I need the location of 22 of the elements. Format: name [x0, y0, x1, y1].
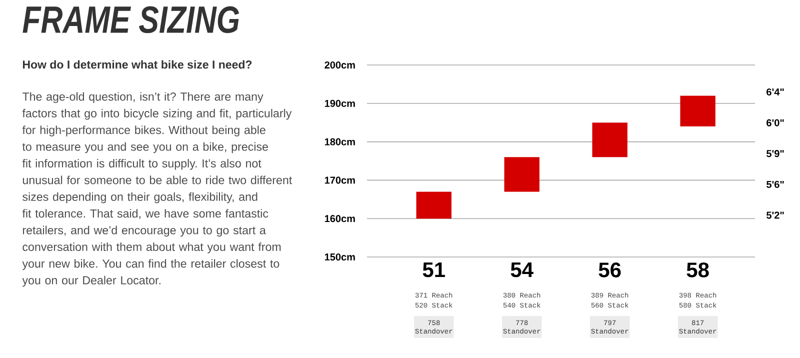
y-tick-label: 190cm — [324, 100, 355, 107]
text: 6'0" — [766, 119, 784, 126]
x-tick-label: 56 — [598, 262, 621, 278]
chart-title: FRAME SIZING — [22, 6, 240, 34]
x-tick-label: 54 — [510, 262, 534, 278]
text: The age-old question, isn’t it? There are many factors that go into bicycle sizing and fit, particularly for high-performance bikes. Without being able to measure you and see you on a bike, precise fit information is difficult to supply. It’s also not unusual for someone to be able to ride two different sizes depending on their goals, flexibility, and fit tolerance. That said, we have some fantastic retailers, and we’d encourage you to go start a conversation with them about what you want from your new bike. You can find the retailer closest to you on our Dealer Locator. — [22, 92, 292, 287]
y-tick-label: 200cm — [324, 61, 355, 69]
text: 5'2" — [766, 212, 784, 219]
y-tick-label: 170cm — [324, 176, 355, 184]
bar — [592, 122, 628, 158]
x-tick-label: 58 — [686, 262, 709, 278]
bar — [504, 157, 540, 192]
x-tick-label: 51 — [422, 262, 445, 278]
y-tick-label: 180cm — [324, 138, 355, 146]
bar — [416, 192, 452, 219]
text: 5'6" — [766, 180, 784, 188]
y-tick-label: 150cm — [324, 253, 355, 261]
bar — [680, 96, 716, 126]
text: 6'4" — [766, 88, 784, 96]
text: 5'9" — [766, 150, 784, 158]
text: How do I determine what bike size I need? — [22, 60, 252, 69]
y-tick-label: 160cm — [324, 215, 355, 222]
